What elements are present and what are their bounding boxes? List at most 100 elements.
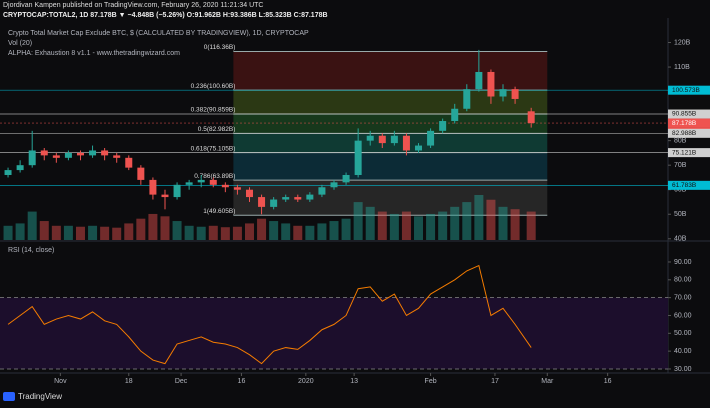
volume-bar (305, 225, 315, 240)
volume-bar (486, 199, 496, 240)
candle-body (185, 182, 193, 185)
volume-bar (341, 218, 351, 240)
volume-bar (124, 223, 134, 240)
y-tick-label: 40B (674, 236, 687, 243)
published: Djordivan Kampen published on TradingVie… (3, 2, 263, 9)
volume-bar (51, 225, 61, 240)
y-tick-label: 50.00 (674, 330, 692, 337)
volume-bar (498, 206, 508, 240)
rsi-title: RSI (14, close) (8, 247, 54, 254)
logo (3, 392, 15, 401)
volume-bar (208, 225, 218, 240)
candle-body (28, 150, 36, 166)
volume-bar (526, 211, 536, 240)
candle-body (306, 194, 314, 200)
volume-bar (100, 226, 110, 240)
symbol-line: CRYPTOCAP:TOTAL2, 1D 87.178B ▼ −4.848B (… (3, 12, 328, 19)
volume-bar (184, 225, 194, 240)
candle-body (16, 165, 24, 171)
volume-bar (27, 211, 37, 240)
volume-bar (329, 221, 339, 240)
indicator-label: ALPHA: Exhaustion 8 v1.1 - www.thetradin… (8, 50, 180, 57)
price-label: 100.573B (672, 87, 700, 94)
y-tick-label: 40.00 (674, 348, 692, 355)
x-tick-label: 18 (125, 378, 133, 385)
candle-body (113, 155, 121, 158)
fib-zone (233, 152, 548, 181)
volume-bar (293, 225, 303, 240)
volume-bar (317, 223, 327, 240)
candle-body (475, 71, 483, 90)
candle-body (76, 152, 84, 156)
fib-label: 0.5(82.982B) (198, 126, 236, 133)
price-label-box (668, 109, 710, 119)
candle-body (354, 140, 362, 175)
volume-bar (88, 225, 98, 240)
price-label-box (668, 85, 710, 95)
candle-body (282, 197, 290, 200)
candle-body (125, 157, 133, 168)
volume-bar (3, 225, 13, 240)
volume-label: Vol (20) (8, 40, 32, 47)
candle-body (258, 197, 266, 207)
candle-body (40, 150, 48, 156)
candle-body (294, 197, 302, 200)
fib-zone (233, 51, 548, 91)
fib-zone (233, 114, 548, 134)
y-tick-label: 60B (674, 187, 687, 194)
volume-bar (474, 195, 484, 240)
candle-body (161, 194, 169, 198)
candle-body (427, 130, 435, 146)
x-tick-label: Mar (541, 378, 554, 385)
volume-bar (510, 209, 520, 240)
candle-body (463, 89, 471, 109)
y-tick-label: 30.00 (674, 366, 692, 373)
volume-bar (220, 227, 230, 240)
x-tick-label: 16 (238, 378, 246, 385)
price-label: 87.178B (672, 120, 696, 127)
volume-bar (75, 226, 85, 240)
fib-label: 0.786(63.89B) (194, 173, 235, 180)
x-tick-label: 16 (604, 378, 612, 385)
candle-body (511, 89, 519, 99)
y-tick-label: 60.00 (674, 312, 692, 319)
candle-body (52, 155, 60, 158)
candle-body (209, 179, 217, 185)
price-label: 90.855B (672, 111, 696, 118)
candle-body (137, 167, 145, 180)
y-tick-label: 80B (674, 137, 687, 144)
price-label-box (668, 180, 710, 190)
candle-body (342, 174, 350, 183)
candle-body (527, 111, 535, 124)
volume-bar (462, 202, 472, 240)
volume-bar (148, 213, 158, 240)
y-tick-label: 70B (674, 162, 687, 169)
x-tick-label: 2020 (298, 378, 314, 385)
x-tick-label: 17 (491, 378, 499, 385)
volume-bar (450, 206, 460, 240)
candle-body (451, 108, 459, 122)
candle-body (499, 89, 507, 97)
y-tick-label: 80.00 (674, 277, 692, 284)
volume-bar (63, 225, 73, 240)
candle-body (101, 150, 109, 156)
candle-body (390, 135, 398, 144)
price-label-box (668, 118, 710, 128)
volume-bar (196, 226, 206, 240)
y-tick-label: 50B (674, 211, 687, 218)
fib-label: 0.618(75.105B) (191, 145, 236, 152)
volume-bar (414, 216, 424, 240)
price-label-box (668, 128, 710, 138)
volume-bar (353, 202, 363, 240)
volume-bar (377, 211, 387, 240)
volume-bar (160, 216, 170, 240)
volume-bar (389, 213, 399, 240)
candle-body (173, 184, 181, 198)
candle-body (221, 184, 229, 188)
volume-bar (39, 221, 49, 240)
volume-bar (426, 213, 436, 240)
candle-body (4, 170, 12, 175)
x-tick-label: Feb (425, 378, 437, 385)
price-label: 61.783B (672, 182, 696, 189)
